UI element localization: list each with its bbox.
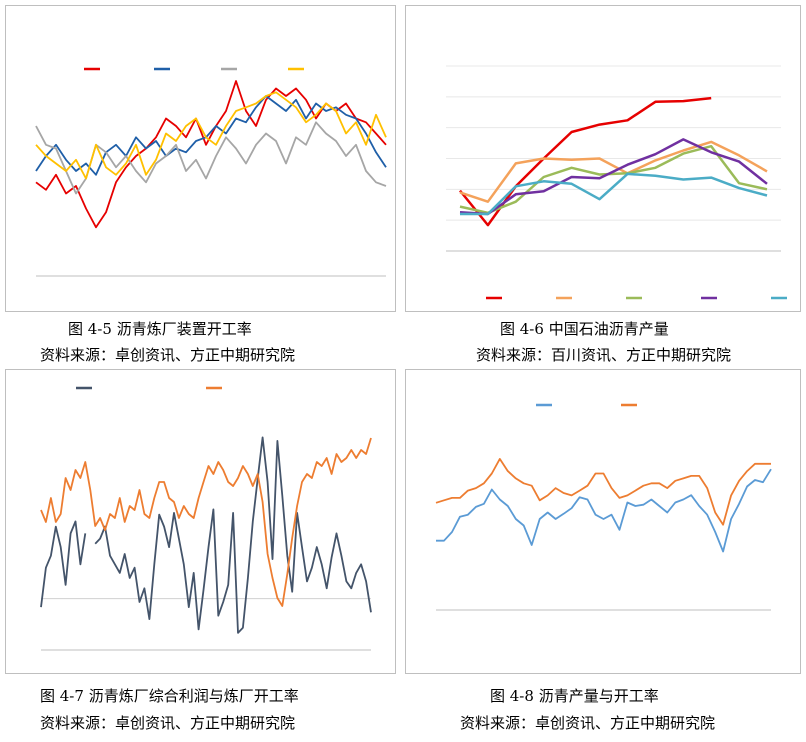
chart-profit-vs-rate: [40, 386, 372, 651]
chart-panel-asphalt-output: [405, 5, 801, 312]
series-line-0: [459, 96, 712, 227]
source-fig-4-8: 资料来源：卓创资讯、方正中期研究院: [460, 714, 716, 732]
series-line-1: [40, 437, 372, 607]
caption-fig-4-6: 图 4-6 中国石油沥青产量: [500, 320, 669, 338]
series-line-0: [436, 468, 772, 553]
source-fig-4-6: 资料来源：百川资讯、方正中期研究院: [476, 346, 732, 364]
series-line-3: [35, 91, 387, 180]
series-line-4: [460, 172, 768, 216]
source-fig-4-5: 资料来源：卓创资讯、方正中期研究院: [40, 346, 296, 364]
source-fig-4-7: 资料来源：卓创资讯、方正中期研究院: [40, 714, 296, 732]
chart-panel-output-vs-rate: [405, 369, 801, 674]
caption-fig-4-5: 图 4-5 沥青炼厂装置开工率: [68, 320, 252, 338]
series-line-1: [459, 140, 768, 203]
chart-refinery-rate: [35, 67, 387, 277]
chart-panel-profit-vs-rate: [5, 369, 396, 674]
series-line-3: [459, 138, 768, 216]
caption-fig-4-7: 图 4-7 沥青炼厂综合利润与炼厂开工率: [40, 687, 299, 705]
series-line-2: [459, 144, 768, 215]
caption-fig-4-8: 图 4-8 沥青产量与开工率: [490, 687, 659, 705]
chart-output-vs-rate: [435, 403, 772, 611]
series-line-0: [40, 436, 372, 634]
chart-panel-refinery-rate: [5, 5, 396, 312]
series-line-0: [35, 80, 387, 229]
series-line-1: [35, 95, 387, 176]
chart-asphalt-output: [446, 65, 787, 300]
series-line-1: [435, 458, 771, 526]
